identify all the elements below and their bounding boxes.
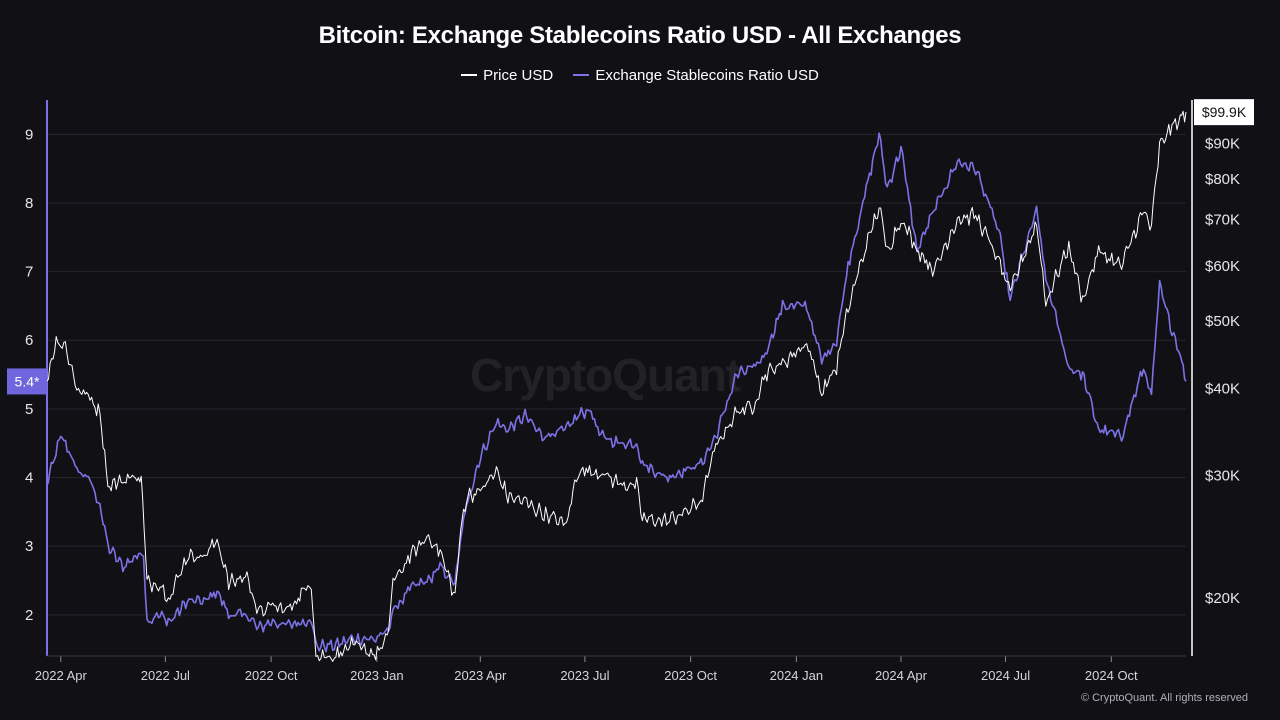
left-axis-tick-label: 9: [25, 126, 33, 143]
series-line-stablecoin-ratio[interactable]: [46, 132, 1187, 653]
legend-swatch-price: [461, 74, 478, 76]
legend-item-ratio[interactable]: Exchange Stablecoins Ratio USD: [573, 66, 819, 84]
right-axis-tick-label: $60K: [1205, 258, 1240, 275]
x-axis-tick-label: 2024 Jan: [770, 668, 824, 683]
x-axis-tick-label: 2023 Apr: [454, 668, 507, 683]
legend-item-price[interactable]: Price USD: [461, 67, 553, 84]
right-axis-tick-label: $70K: [1205, 212, 1240, 229]
x-axis-tick-label: 2024 Jul: [981, 668, 1030, 683]
legend-label-ratio: Exchange Stablecoins Ratio USD: [595, 66, 819, 84]
right-axis-tick-label: $40K: [1205, 381, 1240, 398]
right-axis-tick-label: $80K: [1205, 171, 1240, 188]
right-axis-tick-label: $30K: [1205, 467, 1240, 484]
left-current-value-text: 5.4*: [15, 373, 40, 389]
right-axis-tick-label: $90K: [1205, 136, 1240, 153]
left-axis-tick-label: 4: [25, 470, 33, 487]
left-axis-tick-label: 5: [25, 401, 33, 418]
left-axis-tick-label: 8: [25, 195, 33, 212]
right-current-value-badge: [1194, 99, 1254, 126]
x-axis-tick-label: 2023 Oct: [664, 668, 717, 683]
x-axis-tick-label: 2024 Oct: [1085, 668, 1138, 683]
watermark: CryptoQuant: [470, 349, 741, 401]
right-axis-tick-label: $50K: [1205, 313, 1240, 330]
left-axis-tick-label: 2: [25, 607, 33, 624]
right-current-value-text: $99.9K: [1202, 104, 1247, 120]
x-axis-tick-label: 2022 Apr: [35, 668, 88, 683]
x-axis-tick-label: 2024 Apr: [875, 668, 928, 683]
right-axis-tick-label: $20K: [1205, 590, 1240, 607]
left-current-value-badge: [7, 368, 47, 395]
x-axis-tick-label: 2023 Jan: [350, 668, 404, 683]
series-line-price[interactable]: [46, 110, 1187, 662]
x-axis-tick-label: 2022 Oct: [245, 668, 298, 683]
left-axis-tick-label: 3: [25, 538, 33, 555]
left-axis-tick-label: 6: [25, 332, 33, 349]
x-axis-tick-label: 2023 Jul: [560, 668, 609, 683]
legend-label-price: Price USD: [483, 66, 554, 84]
left-axis-tick-label: 7: [25, 264, 33, 281]
legend-swatch-ratio: [573, 74, 590, 76]
x-axis-tick-label: 2022 Jul: [141, 668, 190, 683]
chart-title: Bitcoin: Exchange Stablecoins Ratio USD …: [318, 22, 962, 49]
chart-legend: Price USD Exchange Stablecoins Ratio USD: [0, 63, 1280, 84]
copyright-text: © CryptoQuant. All rights reserved: [1080, 692, 1248, 704]
